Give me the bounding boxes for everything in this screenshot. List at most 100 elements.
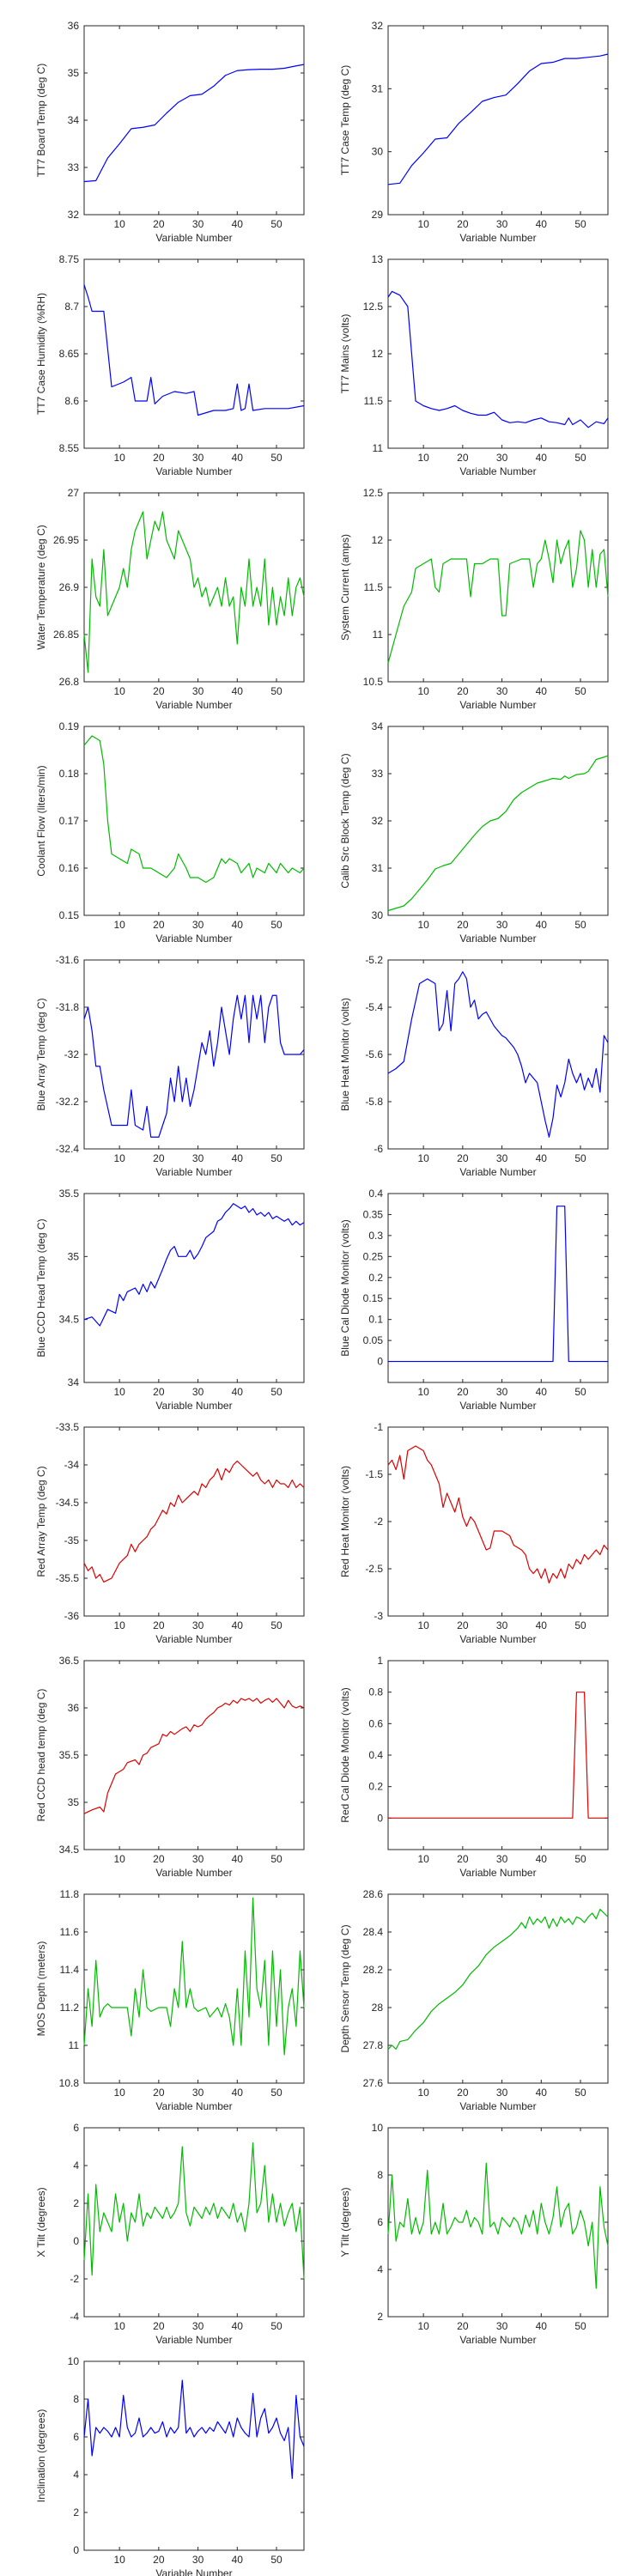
y-tick-label: 36.5 — [59, 1655, 80, 1667]
y-tick-label: 31 — [372, 862, 384, 874]
x-tick-label: 10 — [417, 452, 429, 464]
y-tick-label: 28.2 — [363, 1964, 384, 1976]
x-axis-label: Variable Number — [459, 933, 536, 945]
y-tick-label: 8 — [377, 2169, 383, 2181]
y-tick-label: 27.6 — [363, 2077, 384, 2089]
y-tick-label: -36 — [64, 1610, 80, 1622]
x-tick-label: 20 — [153, 919, 165, 931]
y-tick-label: 0.25 — [363, 1250, 384, 1262]
x-tick-label: 30 — [192, 1619, 204, 1631]
y-tick-label: 0 — [73, 2544, 79, 2556]
x-tick-label: 40 — [536, 452, 548, 464]
y-tick-label: -5.2 — [365, 954, 383, 966]
x-tick-label: 50 — [574, 1853, 586, 1865]
x-tick-label: 10 — [417, 2320, 429, 2332]
series-line — [388, 1692, 608, 1819]
x-tick-label: 50 — [574, 1152, 586, 1164]
y-tick-label: -2 — [374, 1516, 383, 1528]
chart-panel: 34.5 35 35.5 36 36.5 10 20 30 40 50 Variable Numbe… — [35, 1655, 305, 1879]
x-tick-label: 30 — [496, 1853, 508, 1865]
x-tick-label: 10 — [113, 1386, 125, 1398]
x-tick-label: 10 — [417, 1386, 429, 1398]
x-tick-label: 20 — [153, 452, 165, 464]
y-tick-label: -5.4 — [365, 1001, 383, 1013]
x-tick-label: 30 — [192, 919, 204, 931]
chart-panel: 0 0.05 0.1 0.15 0.2 0.25 0.3 0.35 0.4 10 20 30 40 50 V… — [339, 1188, 609, 1412]
x-tick-label: 20 — [457, 919, 469, 931]
y-axis-label: Blue Array Temp (deg C) — [35, 998, 47, 1110]
y-tick-label: 36 — [68, 1702, 80, 1714]
y-tick-label: 28.6 — [363, 1888, 384, 1900]
plot-area — [83, 726, 305, 916]
series-line — [83, 64, 305, 183]
y-tick-label: 0.18 — [59, 768, 80, 780]
x-tick-label: 50 — [270, 1619, 283, 1631]
series-line — [387, 971, 609, 1138]
x-tick-label: 40 — [232, 1853, 244, 1865]
y-tick-label: -3 — [374, 1610, 383, 1622]
x-tick-label: 10 — [417, 1853, 429, 1865]
y-tick-label: 12.5 — [363, 487, 384, 499]
y-tick-label: 11.5 — [364, 581, 384, 593]
series-line — [83, 2379, 305, 2479]
x-tick-label: 30 — [192, 2087, 204, 2099]
series-line — [83, 2142, 305, 2280]
x-axis-label: Variable Number — [155, 2334, 232, 2346]
x-axis-label: Variable Number — [155, 933, 232, 945]
x-tick-label: 50 — [270, 1386, 283, 1398]
y-tick-label: 6 — [73, 2431, 79, 2443]
chart-panel: -32.4 -32.2 -32 -31.8 -31.6 10 20 30 40 50 Variabl… — [35, 954, 305, 1178]
y-tick-label: 35.5 — [59, 1188, 80, 1200]
plot-area — [387, 1893, 609, 2084]
plot-area — [83, 959, 305, 1150]
y-tick-label: 11.4 — [60, 1964, 80, 1976]
y-tick-label: 35 — [68, 1250, 80, 1262]
x-tick-label: 10 — [417, 919, 429, 931]
x-tick-label: 30 — [496, 218, 508, 230]
y-tick-label: -6 — [374, 1143, 383, 1155]
x-tick-label: 30 — [496, 1619, 508, 1631]
x-tick-label: 40 — [536, 1619, 548, 1631]
y-tick-label: 2 — [73, 2506, 79, 2518]
x-tick-label: 50 — [270, 452, 283, 464]
y-axis-label: Inclination (degrees) — [35, 2409, 47, 2503]
x-tick-label: 20 — [153, 2087, 165, 2099]
x-tick-label: 10 — [113, 452, 125, 464]
y-tick-label: -34.5 — [56, 1497, 80, 1509]
y-tick-label: -5.8 — [365, 1096, 383, 1108]
x-tick-label: 40 — [536, 2320, 548, 2332]
y-tick-label: -31.8 — [56, 1001, 80, 1013]
series-line — [387, 530, 609, 664]
y-axis-label: Red Heat Monitor (volts) — [339, 1466, 351, 1577]
x-tick-label: 40 — [536, 1152, 548, 1164]
x-axis-label: Variable Number — [459, 232, 536, 244]
y-tick-label: 30 — [372, 909, 384, 921]
x-tick-label: 50 — [270, 919, 283, 931]
y-tick-label: 12 — [372, 534, 384, 546]
y-tick-label: 4 — [377, 2263, 383, 2275]
x-tick-label: 10 — [113, 2320, 125, 2332]
x-tick-label: 40 — [232, 1619, 244, 1631]
y-tick-label: 35 — [68, 1796, 80, 1808]
x-tick-label: 30 — [192, 2554, 204, 2566]
series-line — [387, 1445, 609, 1584]
y-tick-label: 34 — [68, 114, 80, 126]
chart-panel: 32 33 34 35 36 10 20 30 40 50 Variable Number TT7 B… — [35, 20, 305, 244]
x-tick-label: 30 — [496, 1386, 508, 1398]
y-axis-label: Blue Heat Monitor (volts) — [339, 998, 351, 1111]
series-line — [83, 994, 305, 1138]
x-tick-label: 20 — [153, 685, 165, 697]
y-tick-label: -33.5 — [56, 1421, 80, 1433]
y-tick-label: 11.6 — [60, 1926, 80, 1938]
x-tick-label: 50 — [270, 2554, 283, 2566]
x-tick-label: 30 — [496, 2087, 508, 2099]
chart-panel: 34 34.5 35 35.5 10 20 30 40 50 Variable Number Blu… — [35, 1188, 305, 1412]
chart-panel: 10.5 11 11.5 12 12.5 10 20 30 40 50 Variable Numbe… — [339, 487, 609, 711]
plot-area — [83, 1893, 305, 2084]
y-tick-label: 2 — [73, 2197, 79, 2209]
y-tick-label: -2 — [70, 2273, 79, 2285]
y-tick-label: 26.8 — [59, 676, 80, 688]
x-tick-label: 40 — [232, 1386, 244, 1398]
y-tick-label: 32 — [372, 20, 384, 32]
chart-panel: -6 -5.8 -5.6 -5.4 -5.2 10 20 30 40 50 Variable Num… — [339, 954, 609, 1178]
